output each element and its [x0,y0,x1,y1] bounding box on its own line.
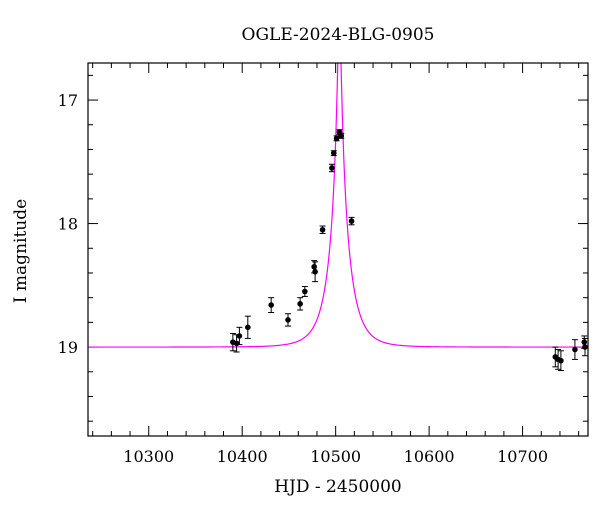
data-point [311,263,317,270]
x-tick-label: 10500 [310,447,361,466]
data-point [233,340,240,347]
data-points [229,129,588,372]
y-axis-label: I magnitude [11,199,31,303]
model-line [88,63,588,348]
x-tick-label: 10600 [404,447,455,466]
data-point [319,226,326,233]
x-tick-label: 10700 [497,447,548,466]
data-point [582,344,588,350]
data-point [558,357,564,364]
data-point [285,317,291,323]
data-point [572,346,578,353]
model-curve [88,63,588,348]
data-point [236,333,243,339]
data-point [330,150,337,156]
data-point [333,135,340,142]
x-axis-label: HJD - 2450000 [274,477,402,497]
axis-ticks [88,63,588,436]
data-point [268,302,274,308]
axis-tick-labels: 10300 10400 10500 10600 10700 17 18 19 [58,91,548,466]
data-point [329,165,335,171]
data-point [297,301,303,307]
y-tick-label: 19 [58,338,78,357]
data-point [581,339,588,345]
chart-title: OGLE-2024-BLG-0905 [242,25,435,45]
data-point [302,288,308,295]
x-tick-label: 10400 [217,447,268,466]
data-point [312,268,318,275]
x-tick-label: 10300 [123,447,174,466]
plot-frame [87,62,589,437]
data-point [338,133,345,139]
y-tick-label: 17 [58,91,78,110]
y-tick-label: 18 [58,215,78,234]
data-point [348,218,355,224]
data-point [245,324,251,331]
